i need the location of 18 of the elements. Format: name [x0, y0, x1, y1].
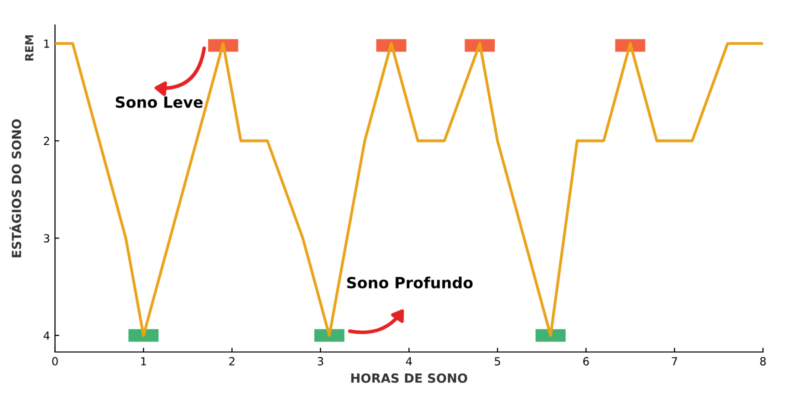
x-axis-title: HORAS DE SONO: [351, 373, 468, 383]
x-tick-label: 7: [672, 357, 678, 366]
annotation: Sono Leve: [116, 96, 203, 108]
y-tick-label: 1: [44, 40, 50, 48]
y-axis-title: ESTÁGIOS DO SONO: [9, 119, 22, 258]
y-tick-label: 4: [44, 332, 50, 340]
x-tick-label: 2: [229, 357, 234, 366]
x-tick-label: 5: [494, 357, 500, 366]
x-tick-label: 0: [52, 357, 58, 366]
annotation: Sono Profundo: [347, 276, 473, 288]
x-tick-label: 8: [760, 357, 766, 366]
x-tick-label: 1: [141, 357, 146, 366]
x-tick-label: 6: [583, 357, 589, 366]
x-tick-label: 4: [406, 357, 412, 366]
text: REM: [25, 35, 34, 60]
y-tick-label: 3: [44, 234, 50, 243]
y-tick-label: 2: [44, 136, 50, 146]
x-tick-label: 3: [318, 357, 324, 366]
